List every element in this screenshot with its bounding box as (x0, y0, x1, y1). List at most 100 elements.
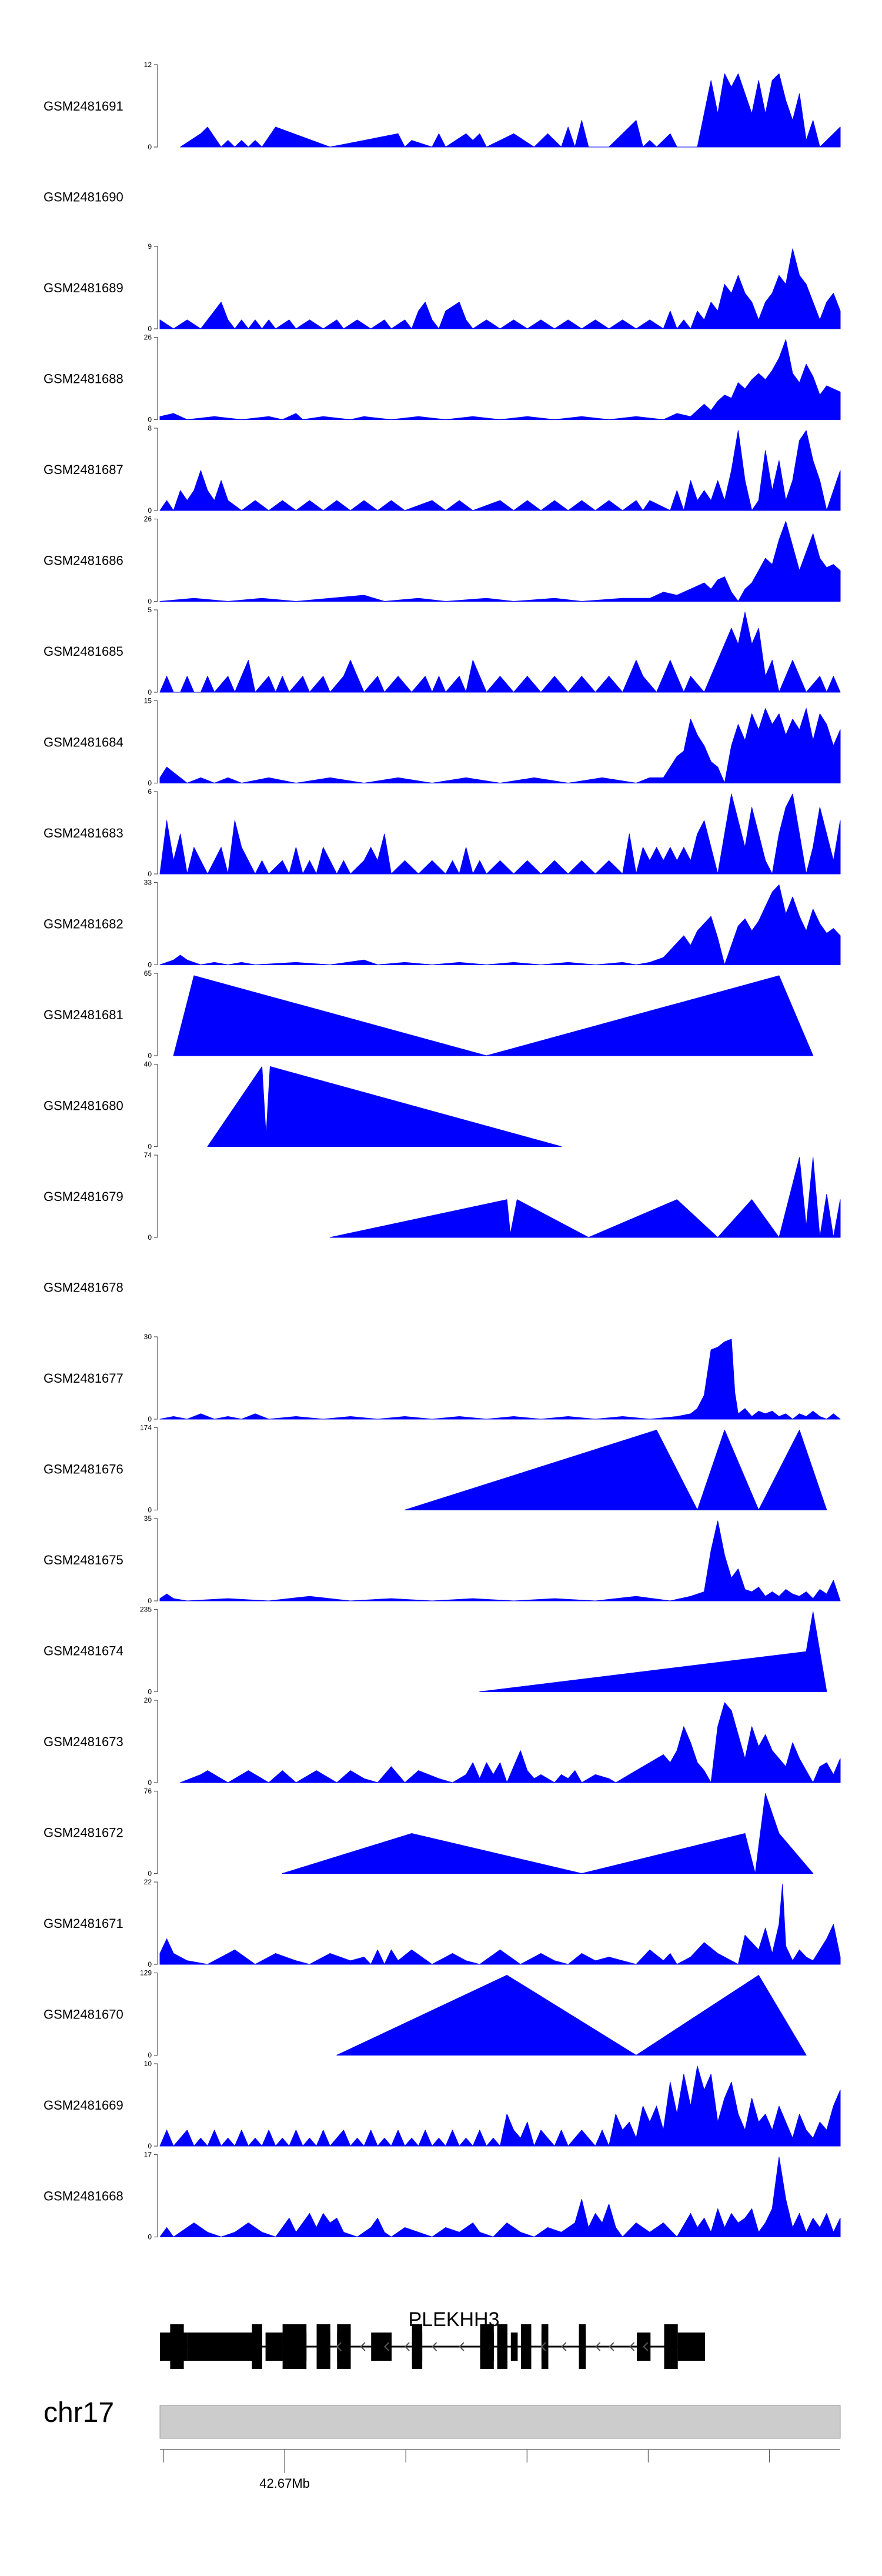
y-tick-label-zero: 0 (148, 1143, 152, 1151)
gene-exon-thick (497, 2324, 507, 2369)
chromosome-ideogram: chr17 42.67Mb (44, 2397, 841, 2491)
track-GSM2481670: GSM2481670 129 0 (44, 1969, 807, 2060)
y-tick-label-zero: 0 (148, 961, 152, 969)
coordinate-ticks (163, 2450, 770, 2473)
track-GSM2481689: GSM2481689 9 0 (44, 242, 841, 333)
coverage-area (329, 1157, 841, 1238)
y-tick-label-max: 129 (140, 1969, 152, 1977)
y-tick-label-max: 65 (144, 969, 152, 977)
strand-arrow (459, 2342, 465, 2351)
coverage-area (159, 339, 841, 420)
track-label: GSM2481671 (44, 1916, 123, 1931)
gene-exon (265, 2333, 283, 2361)
track-GSM2481672: GSM2481672 76 0 (44, 1787, 814, 1878)
coverage-area (180, 1702, 841, 1783)
track-GSM2481680: GSM2481680 40 0 (44, 1060, 562, 1151)
coverage-area (159, 1520, 841, 1601)
y-tick-label-max: 8 (148, 424, 152, 432)
gene-exons (160, 2324, 705, 2369)
gene-exon-thick (664, 2324, 678, 2369)
track-label: GSM2481676 (44, 1462, 123, 1477)
y-tick-label-zero: 0 (148, 506, 152, 515)
y-tick-label-zero: 0 (148, 2142, 152, 2150)
track-GSM2481690: GSM2481690 (44, 190, 123, 205)
gene-exon-thick (337, 2324, 351, 2369)
coverage-area (159, 2157, 841, 2237)
y-tick-label-max: 40 (144, 1060, 152, 1069)
y-tick-label-max: 20 (144, 1696, 152, 1704)
track-label: GSM2481685 (44, 644, 123, 659)
coverage-area (159, 1884, 841, 1965)
track-GSM2481679: GSM2481679 74 0 (44, 1151, 841, 1242)
track-GSM2481686: GSM2481686 26 0 (44, 515, 841, 606)
coverage-area (159, 1339, 841, 1420)
y-tick-label-max: 6 (148, 788, 152, 796)
gene-track: PLEKHH3 (160, 2308, 705, 2369)
track-label: GSM2481673 (44, 1734, 123, 1749)
y-tick-label-zero: 0 (148, 1233, 152, 1242)
gene-exon (677, 2333, 705, 2361)
gene-exon-thick (541, 2324, 549, 2369)
track-label: GSM2481684 (44, 735, 123, 750)
track-GSM2481688: GSM2481688 26 0 (44, 333, 841, 424)
strand-arrow (432, 2342, 437, 2351)
track-label: GSM2481679 (44, 1189, 123, 1204)
y-tick-label-max: 26 (144, 515, 152, 523)
gene-exon-thick (316, 2324, 330, 2369)
track-label: GSM2481681 (44, 1007, 123, 1022)
y-tick-label-max: 15 (144, 697, 152, 705)
y-tick-label-max: 235 (140, 1606, 152, 1614)
track-label: GSM2481678 (44, 1280, 123, 1295)
coverage-area (159, 248, 841, 329)
chromosome-band (159, 2405, 841, 2439)
track-GSM2481684: GSM2481684 15 0 (44, 697, 841, 788)
y-tick-label-zero: 0 (148, 598, 152, 606)
coverage-area (159, 793, 841, 875)
strand-arrow (383, 2342, 390, 2351)
track-label: GSM2481680 (44, 1099, 123, 1113)
coverage-area (159, 885, 841, 965)
track-GSM2481668: GSM2481668 17 0 (44, 2151, 841, 2241)
track-label: GSM2481688 (44, 372, 123, 386)
chromosome-label: chr17 (44, 2397, 114, 2428)
y-tick-label-max: 22 (144, 1878, 152, 1886)
coverage-area (405, 1430, 827, 1510)
track-GSM2481677: GSM2481677 30 0 (44, 1333, 841, 1423)
coverage-area (479, 1611, 827, 1692)
coverage-area (207, 1066, 562, 1147)
strand-arrow (629, 2342, 635, 2351)
gene-strand-arrows (336, 2342, 649, 2351)
y-tick-label-zero: 0 (148, 2233, 152, 2241)
y-tick-label-max: 174 (140, 1424, 152, 1432)
track-label: GSM2481677 (44, 1371, 123, 1386)
gene-exon-thick (412, 2324, 423, 2369)
track-GSM2481669: GSM2481669 10 0 (44, 2060, 841, 2150)
strand-arrow (595, 2342, 601, 2351)
track-label: GSM2481690 (44, 190, 123, 205)
y-tick-label-max: 35 (144, 1514, 152, 1523)
y-tick-label-max: 9 (148, 242, 152, 251)
track-label: GSM2481669 (44, 2098, 123, 2113)
y-tick-label-max: 74 (144, 1151, 152, 1159)
strand-arrow (336, 2342, 342, 2351)
y-tick-label-zero: 0 (148, 870, 152, 878)
y-tick-label-zero: 0 (148, 325, 152, 333)
track-label: GSM2481674 (44, 1644, 123, 1659)
y-tick-label-max: 76 (144, 1787, 152, 1796)
coverage-tracks: GSM2481691120GSM2481690GSM248168990GSM24… (44, 61, 841, 2241)
y-tick-label-max: 5 (148, 606, 152, 614)
y-tick-label-zero: 0 (148, 688, 152, 696)
gene-exon-thick (282, 2324, 307, 2369)
track-label: GSM2481682 (44, 917, 123, 932)
coverage-area (336, 1975, 807, 2056)
track-GSM2481671: GSM2481671 22 0 (44, 1878, 841, 1968)
gene-exon (371, 2333, 392, 2361)
coverage-area (173, 975, 814, 1056)
track-GSM2481691: GSM2481691 12 0 (44, 61, 841, 151)
track-GSM2481683: GSM2481683 6 0 (44, 788, 841, 878)
y-tick-label-max: 12 (144, 61, 152, 69)
track-label: GSM2481687 (44, 462, 123, 477)
strand-arrow (609, 2342, 614, 2351)
track-label: GSM2481691 (44, 99, 123, 114)
